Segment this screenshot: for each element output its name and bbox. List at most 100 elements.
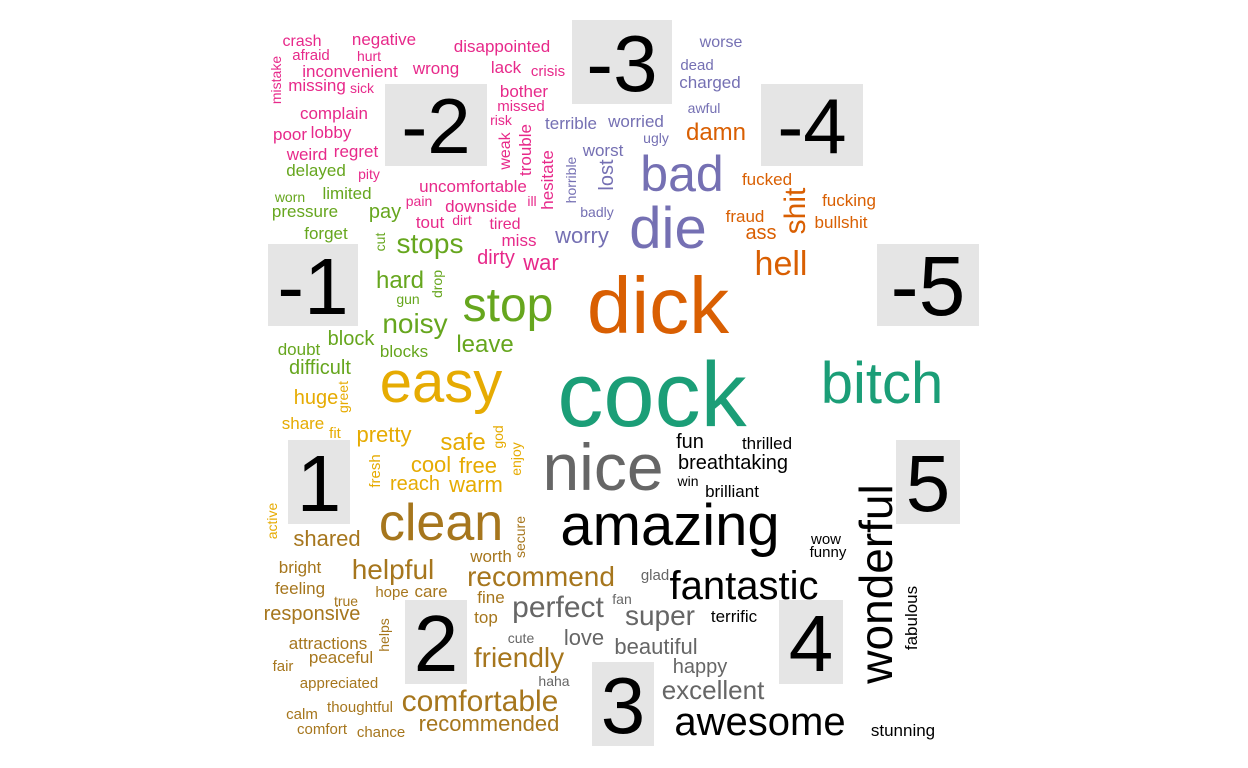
- word-pretty: pretty: [356, 422, 411, 447]
- word-fun: fun: [676, 431, 704, 453]
- word-awesome: awesome: [674, 700, 845, 744]
- word-crisis: crisis: [531, 63, 565, 80]
- word-uncomfortable: uncomfortable: [419, 177, 527, 196]
- word-fabulous: fabulous: [902, 586, 921, 650]
- word-breathtaking: breathtaking: [678, 452, 788, 474]
- word-share: share: [282, 414, 325, 433]
- word-comfortable: comfortable: [402, 685, 559, 718]
- word-dirt: dirt: [452, 212, 472, 228]
- word-delayed: delayed: [286, 161, 346, 180]
- word-inconvenient: inconvenient: [302, 62, 398, 81]
- group-label-text: -5: [891, 239, 966, 333]
- group-label-text: -3: [586, 19, 657, 108]
- word-charged: charged: [679, 73, 740, 92]
- word-fair: fair: [273, 658, 294, 675]
- word-wow: wow: [810, 531, 841, 548]
- group-label-3: 3: [592, 661, 654, 750]
- word-pressure: pressure: [272, 202, 338, 221]
- word-doubt: doubt: [278, 340, 321, 359]
- word-sick: sick: [350, 80, 375, 96]
- word-hesitate: hesitate: [538, 150, 557, 210]
- word-disappointed: disappointed: [454, 37, 550, 56]
- word-tout: tout: [416, 213, 445, 232]
- word-badly: badly: [580, 204, 613, 220]
- word-tired: tired: [489, 216, 520, 233]
- word-thoughtful: thoughtful: [327, 699, 393, 716]
- group-label-neg5: -5: [877, 239, 979, 333]
- word-terrific: terrific: [711, 607, 758, 626]
- group-label-neg1: -1: [268, 242, 358, 331]
- group-label-box: [592, 662, 654, 746]
- word-attractions: attractions: [289, 634, 367, 653]
- word-complain: complain: [300, 104, 368, 123]
- word-blocks: blocks: [380, 342, 428, 361]
- word-worn: worn: [274, 189, 305, 205]
- word-bitch: bitch: [821, 351, 944, 416]
- group-label-text: -1: [277, 242, 348, 331]
- word-mistake: mistake: [268, 56, 284, 104]
- word-warm: warm: [448, 472, 503, 497]
- word-active: active: [264, 503, 280, 540]
- word-recommended: recommended: [419, 711, 560, 736]
- word-poor: poor: [273, 125, 307, 144]
- word-difficult: difficult: [289, 357, 351, 379]
- group-label-neg3: -3: [572, 19, 672, 108]
- word-damn: damn: [686, 119, 746, 146]
- group-label-box: [877, 244, 979, 326]
- word-excellent: excellent: [662, 675, 765, 705]
- word-huge: huge: [294, 387, 339, 409]
- word-cute: cute: [508, 630, 535, 646]
- word-fine: fine: [477, 588, 504, 607]
- word-dirty: dirty: [477, 247, 515, 269]
- word-win: win: [676, 473, 698, 489]
- word-recommend: recommend: [467, 561, 615, 592]
- word-drop: drop: [429, 270, 445, 298]
- word-happy: happy: [673, 656, 728, 678]
- word-cool: cool: [411, 452, 451, 477]
- word-dead: dead: [680, 57, 713, 74]
- group-label-text: -2: [401, 82, 470, 170]
- word-friendly: friendly: [474, 642, 564, 673]
- group-label-box: [896, 440, 960, 524]
- word-lack: lack: [491, 58, 522, 77]
- word-die: die: [629, 196, 706, 261]
- word-worried: worried: [607, 112, 664, 131]
- group-label-4: 4: [779, 599, 843, 688]
- group-label-box: [288, 440, 350, 524]
- word-feeling: feeling: [275, 579, 325, 598]
- word-lost: lost: [596, 159, 618, 191]
- group-label-text: 1: [297, 439, 342, 528]
- word-pay: pay: [369, 201, 401, 223]
- word-afraid: afraid: [292, 47, 330, 64]
- word-care: care: [414, 582, 447, 601]
- word-safe: safe: [440, 429, 485, 456]
- group-label-1: 1: [288, 439, 350, 528]
- word-bullshit: bullshit: [815, 213, 868, 232]
- word-hell: hell: [755, 245, 808, 283]
- word-god: god: [490, 425, 506, 448]
- word-weird: weird: [286, 145, 328, 164]
- word-fucked: fucked: [742, 170, 792, 189]
- word-helpful: helpful: [352, 554, 435, 585]
- word-leave: leave: [456, 331, 513, 358]
- group-label-5: 5: [896, 439, 960, 528]
- word-ill: ill: [527, 193, 536, 209]
- word-weak: weak: [497, 131, 514, 170]
- word-fit: fit: [329, 425, 342, 442]
- word-fantastic: fantastic: [670, 564, 819, 608]
- word-pity: pity: [358, 166, 380, 182]
- word-top: top: [474, 608, 498, 627]
- word-beautiful: beautiful: [614, 634, 697, 659]
- word-negative: negative: [352, 30, 416, 49]
- word-peaceful: peaceful: [309, 648, 373, 667]
- word-block: block: [328, 328, 376, 350]
- word-dick: dick: [587, 261, 730, 350]
- word-glad: glad: [641, 567, 669, 584]
- word-super: super: [625, 600, 695, 631]
- word-awful: awful: [688, 100, 721, 116]
- word-brilliant: brilliant: [705, 482, 759, 501]
- word-stop: stop: [463, 279, 554, 332]
- word-enjoy: enjoy: [508, 442, 524, 475]
- word-stops: stops: [397, 228, 464, 259]
- word-bother: bother: [500, 82, 549, 101]
